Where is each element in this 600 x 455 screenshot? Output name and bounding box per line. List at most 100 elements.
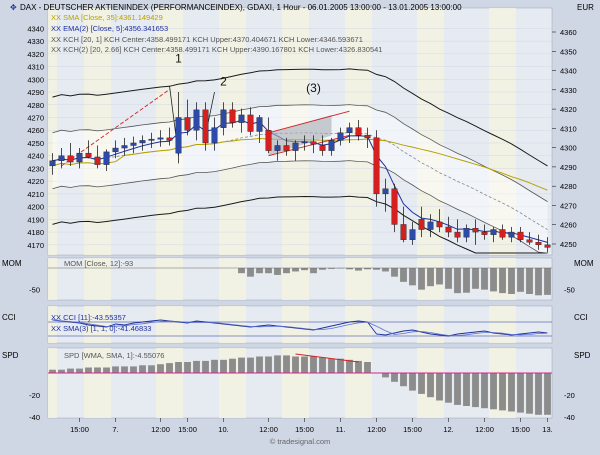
mom-bar (544, 268, 551, 295)
candle-body (266, 130, 272, 150)
session-stripe (165, 306, 174, 343)
session-stripe (165, 258, 174, 300)
spd-bar (508, 373, 515, 412)
candle-body (149, 139, 155, 140)
session-stripe (156, 306, 165, 343)
time-tick-label: 12:00 (475, 425, 494, 434)
candle-body (77, 153, 83, 162)
session-stripe (489, 306, 498, 343)
spd-bar (355, 361, 362, 373)
mom-bar (499, 268, 506, 293)
spd-bar (121, 366, 128, 373)
left-tick-label: 4250 (27, 139, 44, 148)
mom-bar (301, 268, 308, 270)
candle-body (392, 189, 398, 225)
spd-bar (283, 355, 290, 373)
spd-tick-left: -20 (29, 391, 40, 400)
cci-label-right: CCI (574, 313, 588, 322)
session-stripe (174, 258, 183, 300)
spd-label-left: SPD (2, 351, 19, 360)
candle-body (527, 240, 533, 243)
spd-bar (148, 365, 155, 373)
spd-legend: SPD [WMA, SMA, 1]:-4.55076 (64, 351, 164, 360)
time-tick-label: 15:00 (295, 425, 314, 434)
candle-body (167, 138, 173, 141)
candle-body (248, 115, 254, 132)
left-tick-label: 4310 (27, 63, 44, 72)
candle-body (482, 232, 488, 235)
candle-body (293, 143, 299, 151)
left-tick-label: 4280 (27, 101, 44, 110)
session-stripe (354, 306, 363, 343)
candle-body (446, 227, 452, 232)
time-tick-label: 15:00 (511, 425, 530, 434)
mom-label-right: MOM (574, 259, 594, 268)
spd-bar (67, 369, 74, 373)
spd-bar (409, 373, 416, 391)
mom-bar (292, 268, 299, 271)
mom-bar (373, 268, 380, 270)
left-tick-label: 4180 (27, 228, 44, 237)
mom-bar (256, 268, 263, 273)
spd-bar (94, 368, 101, 374)
spd-bar (76, 369, 83, 373)
time-tick-label: 13. (542, 425, 552, 434)
left-tick-label: 4330 (27, 37, 44, 46)
time-tick-label: 11. (336, 425, 346, 434)
spd-bar (130, 366, 137, 373)
left-tick-label: 4220 (27, 177, 44, 186)
right-tick-label: 4340 (560, 67, 577, 76)
mom-bar (445, 268, 452, 289)
right-tick-label: 4290 (560, 163, 577, 172)
candle-body (203, 110, 209, 143)
session-stripe (237, 258, 246, 300)
candle-body (140, 140, 146, 143)
candle-body (419, 219, 425, 229)
candle-body (122, 146, 128, 149)
session-stripe (435, 306, 444, 343)
mom-tick-left: -50 (29, 286, 40, 295)
session-stripe (507, 306, 516, 343)
session-stripe (48, 348, 57, 418)
session-stripe (354, 348, 363, 418)
candle-body (311, 142, 317, 145)
session-stripe (237, 306, 246, 343)
candle-body (284, 146, 290, 151)
spd-bar (211, 360, 218, 373)
right-tick-label: 4360 (560, 28, 577, 37)
spd-bar (301, 357, 308, 374)
spd-label-right: SPD (574, 351, 591, 360)
spd-tick-right: -20 (564, 391, 575, 400)
spd-bar (202, 361, 209, 373)
spd-bar (193, 361, 200, 373)
session-stripe (345, 258, 354, 300)
mom-bar (436, 268, 443, 284)
session-stripe (174, 306, 183, 343)
legend-kch: XX KCH [20, 1] KCH Center:4358.499171 KC… (51, 35, 363, 44)
time-tick-label: 15:00 (403, 425, 422, 434)
left-tick-label: 4320 (27, 50, 44, 59)
mom-bar (391, 268, 398, 277)
session-stripe (291, 258, 300, 300)
left-tick-label: 4260 (27, 126, 44, 135)
left-tick-label: 4300 (27, 75, 44, 84)
candle-body (500, 230, 506, 238)
spd-bar (391, 373, 398, 382)
right-tick-label: 4270 (560, 201, 577, 210)
mom-bar (310, 268, 317, 273)
candle-body (230, 110, 236, 123)
session-stripe (354, 258, 363, 300)
session-stripe (282, 258, 291, 300)
left-tick-label: 4340 (27, 24, 44, 33)
right-tick-label: 4350 (560, 47, 577, 56)
candle-body (104, 152, 110, 165)
mom-bar (247, 268, 254, 277)
time-tick-label: 12:00 (259, 425, 278, 434)
session-stripe (228, 348, 237, 418)
spd-bar (238, 358, 245, 373)
legend-sma: XX SMA [Close, 35]:4361.149429 (51, 13, 163, 22)
left-tick-label: 4290 (27, 88, 44, 97)
candle-body (194, 110, 200, 130)
mom-bar (526, 268, 533, 294)
